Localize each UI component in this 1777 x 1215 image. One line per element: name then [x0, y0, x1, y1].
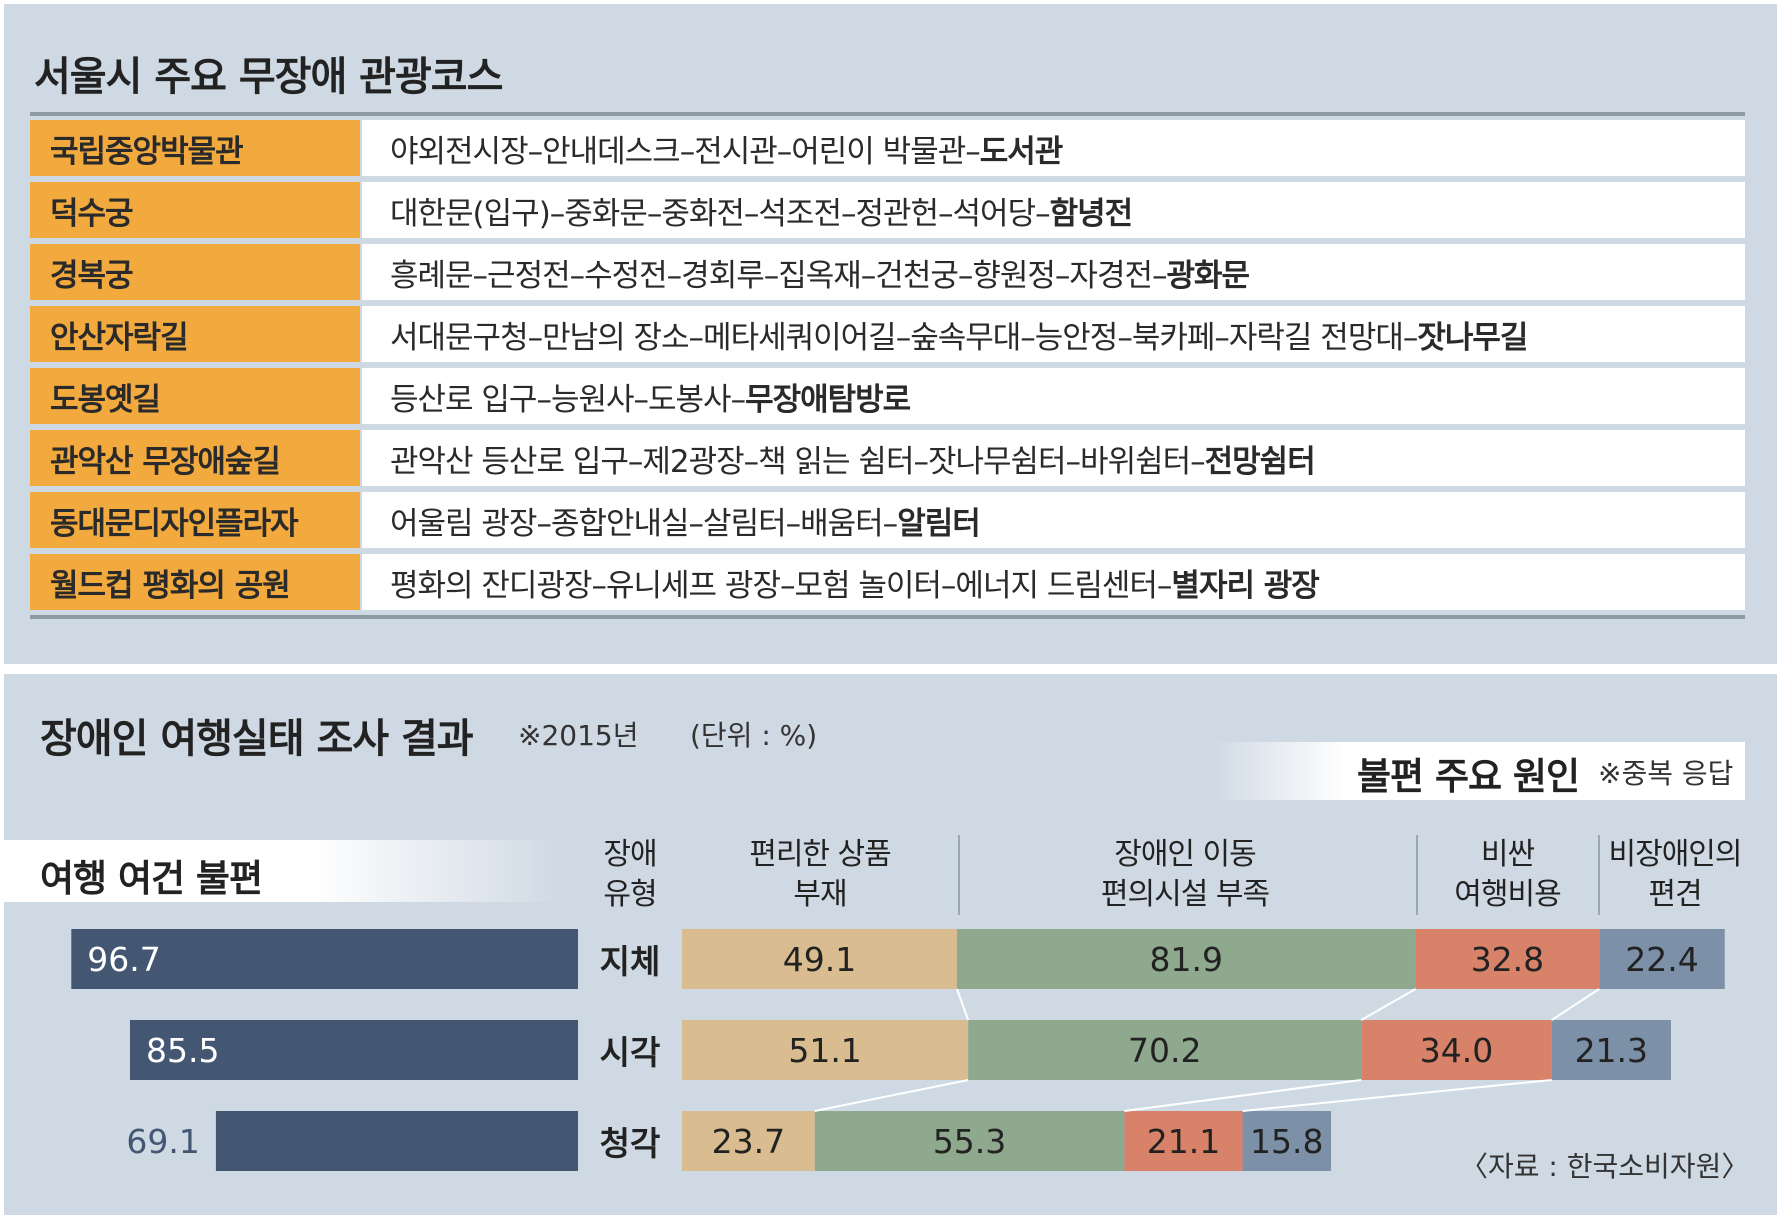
course-name: 동대문디자인플라자: [30, 492, 360, 548]
source-note: 〈자료 : 한국소비자원〉: [1460, 1150, 1750, 1183]
course-row: 도봉옛길 등산로 입구–능원사–도봉사– 무장애탐방로: [30, 368, 1745, 424]
connector-line: [814, 1079, 969, 1112]
survey-title: 장애인 여행실태 조사 결과: [40, 716, 474, 762]
course-name: 경복궁: [30, 244, 360, 300]
segment-value: 23.7: [712, 1122, 785, 1161]
course-row: 경복궁 흥례문–근정전–수정전–경회루–집옥재–건천궁–향원정–자경전– 광화문: [30, 244, 1745, 300]
header-divider: [1598, 835, 1600, 915]
course-name: 덕수궁: [30, 182, 360, 238]
stacked-segment: [1599, 929, 1725, 989]
segment-value: 49.1: [783, 940, 856, 979]
connector-line: [1124, 1079, 1362, 1112]
stacked-segment: [682, 1020, 969, 1080]
header-divider: [1416, 835, 1418, 915]
stacked-segment: [682, 929, 957, 989]
stacked-segment: [1242, 1111, 1332, 1171]
course-route: 대한문(입구)–중화문–중화전–석조전–정관헌–석어당– 함녕전: [362, 182, 1745, 238]
stacked-segment: [814, 1111, 1125, 1171]
course-row: 동대문디자인플라자 어울림 광장–종합안내실–살림터–배움터– 알림터: [30, 492, 1745, 548]
stacked-segment: [1551, 1020, 1671, 1080]
course-name: 안산자락길: [30, 306, 360, 362]
stacked-segment: [1124, 1111, 1243, 1171]
course-row: 덕수궁 대한문(입구)–중화문–중화전–석조전–정관헌–석어당– 함녕전: [30, 182, 1745, 238]
segment-value: 22.4: [1625, 940, 1698, 979]
segment-value: 15.8: [1250, 1122, 1323, 1161]
series-header: 장애인 이동 편의시설 부족: [1100, 837, 1270, 912]
course-name: 관악산 무장애숲길: [30, 430, 360, 486]
course-row: 관악산 무장애숲길 관악산 등산로 입구–제2광장–책 읽는 쉼터–잣나무쉼터–…: [30, 430, 1745, 486]
segment-value: 51.1: [788, 1031, 861, 1070]
course-row: 월드컵 평화의 공원 평화의 잔디광장–유니세프 광장–모험 놀이터–에너지 드…: [30, 554, 1745, 610]
course-name: 월드컵 평화의 공원: [30, 554, 360, 610]
stacked-segment: [682, 1111, 815, 1171]
cause-title: 불편 주요 원인: [1357, 755, 1580, 798]
type-label: 시각: [599, 1033, 661, 1072]
stacked-segment: [1361, 1020, 1552, 1080]
cause-header-background: [1210, 742, 1745, 800]
left-header-background: [4, 840, 564, 902]
segment-value: 21.1: [1147, 1122, 1220, 1161]
courses-title: 서울시 주요 무장애 관광코스: [34, 54, 503, 100]
connector-line: [1360, 988, 1417, 1021]
segment-value: 34.0: [1420, 1031, 1493, 1070]
course-route: 관악산 등산로 입구–제2광장–책 읽는 쉼터–잣나무쉼터–바위쉼터– 전망쉼터: [362, 430, 1745, 486]
course-route: 야외전시장–안내데스크–전시관–어린이 박물관– 도서관: [362, 120, 1745, 176]
table-top-rule: [30, 112, 1745, 116]
course-route: 어울림 광장–종합안내실–살림터–배움터– 알림터: [362, 492, 1745, 548]
course-name: 도봉옛길: [30, 368, 360, 424]
left-bar: [129, 1020, 579, 1080]
left-bar-value: 96.7: [87, 940, 160, 979]
type-label: 지체: [599, 942, 661, 981]
course-name: 국립중앙박물관: [30, 120, 360, 176]
course-route: 평화의 잔디광장–유니세프 광장–모험 놀이터–에너지 드림센터– 별자리 광장: [362, 554, 1745, 610]
series-header: 비장애인의 편견: [1608, 837, 1743, 912]
segment-value: 81.9: [1150, 940, 1223, 979]
left-bar: [71, 929, 579, 989]
course-route: 흥례문–근정전–수정전–경회루–집옥재–건천궁–향원정–자경전– 광화문: [362, 244, 1745, 300]
left-bar-value: 85.5: [146, 1031, 219, 1070]
course-row: 안산자락길 서대문구청–만남의 장소–메타세쿼이어길–숲속무대–능안정–북카페–…: [30, 306, 1745, 362]
left-bar-value: 69.1: [126, 1122, 199, 1161]
course-row: 국립중앙박물관 야외전시장–안내데스크–전시관–어린이 박물관– 도서관: [30, 120, 1745, 176]
left-chart-title: 여행 여건 불편: [40, 857, 263, 900]
connector-line: [1242, 1079, 1552, 1112]
segment-value: 55.3: [933, 1122, 1006, 1161]
survey-year-note: ※2015년: [518, 719, 639, 752]
type-label: 청각: [599, 1124, 661, 1163]
type-column-header: 장애 유형: [603, 837, 657, 912]
course-route: 등산로 입구–능원사–도봉사– 무장애탐방로: [362, 368, 1745, 424]
segment-value: 21.3: [1575, 1031, 1648, 1070]
stacked-segment: [1415, 929, 1600, 989]
connector-line: [956, 988, 970, 1021]
left-bar: [215, 1111, 578, 1171]
stacked-segment: [956, 929, 1416, 989]
table-bottom-rule: [30, 615, 1745, 619]
cause-note: ※중복 응답: [1598, 757, 1734, 790]
connector-line: [1551, 988, 1600, 1021]
series-header: 편리한 상품 부재: [749, 837, 892, 912]
stacked-segment: [968, 1020, 1362, 1080]
header-divider: [958, 835, 960, 915]
segment-value: 70.2: [1128, 1031, 1201, 1070]
course-route: 서대문구청–만남의 장소–메타세쿼이어길–숲속무대–능안정–북카페–자락길 전망…: [362, 306, 1745, 362]
survey-unit-note: (단위 : %): [690, 719, 818, 752]
series-header: 비싼 여행비용: [1454, 837, 1561, 912]
segment-value: 32.8: [1471, 940, 1544, 979]
